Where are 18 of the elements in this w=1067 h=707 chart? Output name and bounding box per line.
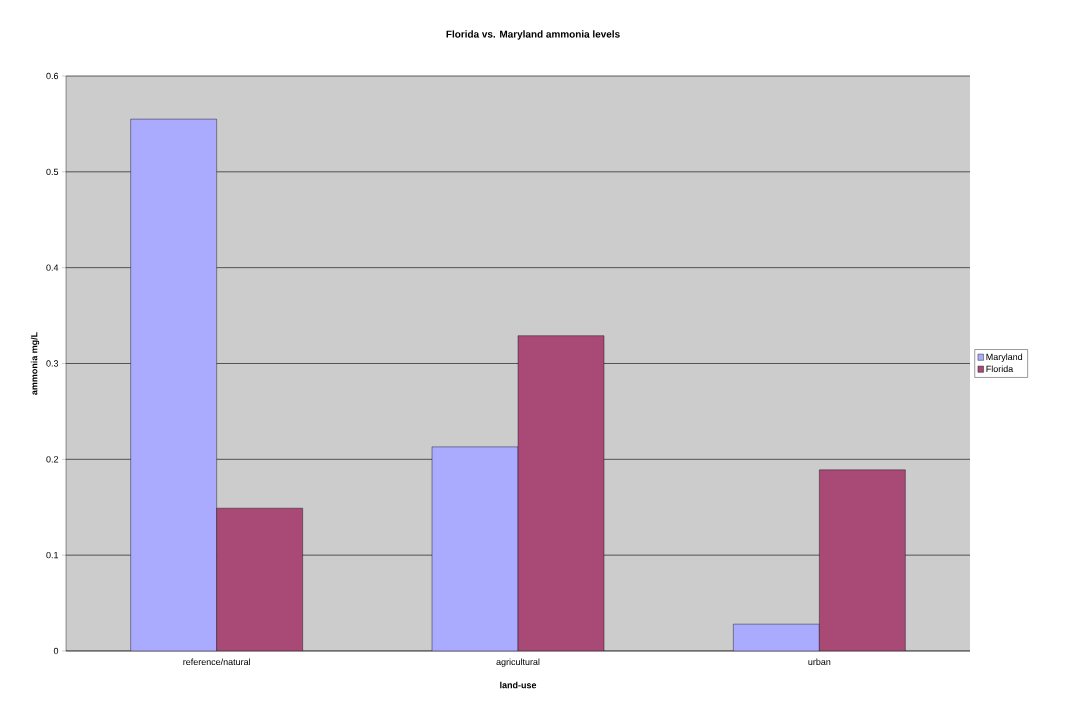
y-tick-label: 0.1 <box>46 551 59 559</box>
bar <box>733 623 820 651</box>
bar <box>431 446 519 651</box>
chart-title: Florida vs. Maryland ammonia levels <box>446 30 620 40</box>
y-tick-label: 0.6 <box>46 72 59 80</box>
x-tick-label: urban <box>808 658 831 666</box>
y-tick-label: 0.2 <box>46 456 59 463</box>
x-tick-label: reference/natural <box>183 658 250 666</box>
y-axis-title: ammonia mg/L <box>30 332 40 395</box>
x-axis-title: land-use <box>500 681 537 689</box>
bar <box>130 118 217 651</box>
y-tick-label: 0.3 <box>46 360 59 367</box>
y-tick-label: 0.4 <box>46 264 59 271</box>
y-tick-label: 0.5 <box>46 168 59 175</box>
x-tick-label: agricultural <box>496 658 540 667</box>
legend-label: Maryland <box>986 353 1023 362</box>
y-tick-label: 0 <box>53 647 59 655</box>
legend-label: Florida <box>986 365 1014 373</box>
